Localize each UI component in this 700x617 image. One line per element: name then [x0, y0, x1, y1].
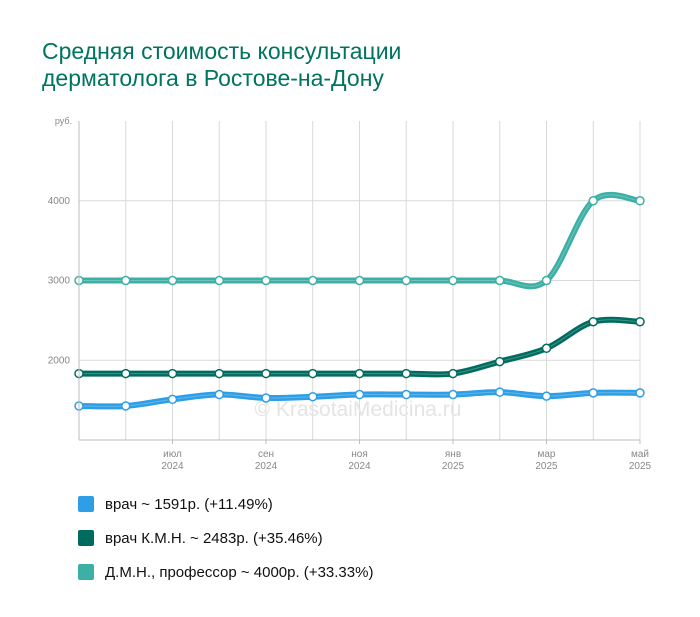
legend: врач ~ 1591р. (+11.49%) врач К.М.Н. ~ 24… — [78, 487, 373, 589]
axes: 200030004000руб.июл2024сен2024ноя2024янв… — [48, 116, 652, 472]
data-point — [495, 387, 505, 397]
data-point — [167, 275, 178, 286]
series-0 — [74, 191, 645, 290]
data-point — [354, 368, 365, 379]
data-point — [401, 389, 411, 400]
chart-title: Средняя стоимость консультации дерматоло… — [42, 38, 642, 92]
data-point — [261, 368, 271, 379]
x-tick-label-year: 2025 — [535, 461, 558, 472]
data-point — [167, 368, 178, 379]
x-tick-label-year: 2025 — [629, 461, 652, 472]
data-point — [214, 275, 224, 286]
y-tick-label: 4000 — [48, 196, 71, 207]
legend-swatch — [78, 530, 94, 546]
data-point — [354, 275, 365, 286]
y-tick-label: 2000 — [48, 355, 71, 366]
legend-item-phd-doctor[interactable]: врач К.М.Н. ~ 2483р. (+35.46%) — [78, 521, 373, 555]
data-point — [635, 388, 645, 398]
data-point — [588, 196, 598, 206]
data-point — [541, 275, 552, 286]
data-point — [541, 343, 552, 354]
data-point — [635, 316, 645, 327]
series-1 — [74, 316, 645, 379]
x-tick-label-month: мар — [538, 449, 556, 460]
x-tick-label-year: 2024 — [348, 461, 371, 472]
chart-title-line-1: Средняя стоимость консультации — [42, 38, 402, 64]
legend-swatch — [78, 564, 94, 580]
data-point — [261, 393, 271, 403]
data-point — [495, 275, 505, 286]
chart-title-line-2: дерматолога в Ростове-на-Дону — [42, 65, 384, 91]
series-lines — [74, 191, 645, 411]
data-point — [448, 389, 458, 400]
x-tick-label-month: июл — [163, 449, 182, 460]
data-point — [308, 391, 318, 402]
data-point — [308, 275, 318, 286]
legend-item-doctor[interactable]: врач ~ 1591р. (+11.49%) — [78, 487, 373, 521]
y-tick-label: 3000 — [48, 276, 71, 287]
data-point — [167, 394, 178, 405]
x-tick-label-year: 2025 — [442, 461, 465, 472]
legend-swatch — [78, 496, 94, 512]
watermark: © KrasotaiMedicina.ru — [255, 398, 462, 421]
x-tick-label-year: 2024 — [255, 461, 278, 472]
x-tick-label-year: 2024 — [161, 461, 184, 472]
legend-label: врач ~ 1591р. (+11.49%) — [105, 495, 273, 513]
x-tick-label-month: янв — [445, 449, 461, 460]
legend-item-professor[interactable]: Д.М.Н., профессор ~ 4000р. (+33.33%) — [78, 555, 373, 589]
data-point — [541, 391, 552, 401]
series-2 — [74, 387, 645, 411]
y-axis-label: руб. — [55, 116, 72, 126]
x-tick-label-month: сен — [258, 449, 274, 460]
data-point — [121, 401, 131, 411]
data-point — [401, 275, 411, 286]
data-point — [495, 356, 505, 367]
data-point — [354, 389, 365, 400]
data-point — [121, 275, 131, 286]
data-point — [121, 368, 131, 379]
data-point — [635, 196, 645, 206]
data-point — [308, 368, 318, 379]
legend-label: Д.М.Н., профессор ~ 4000р. (+33.33%) — [105, 563, 374, 581]
legend-label: врач К.М.Н. ~ 2483р. (+35.46%) — [105, 529, 323, 547]
data-point — [401, 368, 411, 379]
x-tick-label-month: ноя — [351, 449, 368, 460]
data-point — [214, 368, 224, 379]
x-tick-label-month: май — [631, 449, 649, 460]
data-point — [588, 388, 598, 398]
data-point — [448, 368, 458, 379]
data-point — [448, 275, 458, 286]
data-point — [214, 389, 224, 400]
data-point — [588, 316, 598, 327]
data-point — [261, 275, 271, 286]
